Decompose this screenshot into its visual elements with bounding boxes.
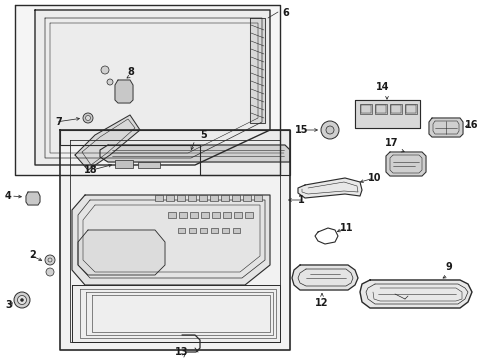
Polygon shape [100, 145, 290, 162]
Text: 12: 12 [315, 298, 329, 308]
Bar [254, 195, 262, 201]
Bar [168, 212, 176, 218]
Polygon shape [250, 18, 265, 123]
Text: 13: 13 [175, 347, 189, 357]
Bar [138, 162, 160, 168]
Bar [360, 104, 372, 114]
Bar [233, 228, 240, 233]
Bar [221, 195, 229, 201]
Text: 18: 18 [84, 165, 98, 175]
Bar [210, 195, 218, 201]
Bar [179, 212, 187, 218]
Bar [189, 228, 196, 233]
Polygon shape [75, 115, 140, 170]
Bar [188, 195, 196, 201]
Text: 5: 5 [200, 130, 207, 140]
Bar [405, 104, 417, 114]
Text: 8: 8 [127, 67, 134, 77]
Text: 17: 17 [385, 138, 399, 148]
Text: 9: 9 [445, 262, 452, 272]
Polygon shape [386, 152, 426, 176]
Bar [406, 105, 416, 113]
Bar [177, 195, 185, 201]
Circle shape [18, 296, 26, 305]
Circle shape [45, 255, 55, 265]
Polygon shape [355, 100, 420, 128]
Bar [234, 212, 242, 218]
Polygon shape [35, 10, 270, 165]
Bar [391, 105, 401, 113]
Polygon shape [15, 5, 280, 175]
Circle shape [85, 116, 91, 121]
Circle shape [46, 268, 54, 276]
Circle shape [48, 258, 52, 262]
Bar [211, 228, 218, 233]
Circle shape [83, 113, 93, 123]
Bar [166, 195, 174, 201]
Text: 2: 2 [29, 250, 36, 260]
Bar [232, 195, 240, 201]
Bar [376, 105, 386, 113]
Bar [222, 228, 229, 233]
Bar [243, 195, 251, 201]
Text: 10: 10 [368, 173, 382, 183]
Bar [212, 212, 220, 218]
Bar [390, 104, 402, 114]
Polygon shape [115, 80, 133, 103]
Polygon shape [60, 130, 290, 350]
Bar [200, 228, 207, 233]
Bar [190, 212, 198, 218]
Bar [223, 212, 231, 218]
Text: 3: 3 [5, 300, 12, 310]
Text: 7: 7 [55, 117, 62, 127]
Bar [375, 104, 387, 114]
Text: 15: 15 [294, 125, 308, 135]
Circle shape [326, 126, 334, 134]
Polygon shape [26, 192, 40, 205]
Polygon shape [292, 265, 358, 290]
Circle shape [14, 292, 30, 308]
Bar [201, 212, 209, 218]
Circle shape [321, 121, 339, 139]
Text: 11: 11 [340, 223, 353, 233]
Circle shape [107, 79, 113, 85]
Bar [155, 195, 163, 201]
Polygon shape [78, 230, 165, 275]
Text: 1: 1 [298, 195, 305, 205]
Bar [199, 195, 207, 201]
Bar [361, 105, 371, 113]
Circle shape [21, 298, 24, 302]
Text: 4: 4 [5, 191, 12, 201]
Polygon shape [72, 195, 270, 285]
Polygon shape [360, 280, 472, 308]
Polygon shape [298, 178, 362, 198]
Text: 14: 14 [376, 82, 390, 92]
Polygon shape [72, 285, 280, 342]
Text: 16: 16 [465, 120, 479, 130]
Polygon shape [429, 118, 463, 137]
Bar [115, 160, 133, 168]
Circle shape [101, 66, 109, 74]
Bar [178, 228, 185, 233]
Bar [245, 212, 253, 218]
Polygon shape [60, 130, 290, 175]
Text: 6: 6 [282, 8, 289, 18]
